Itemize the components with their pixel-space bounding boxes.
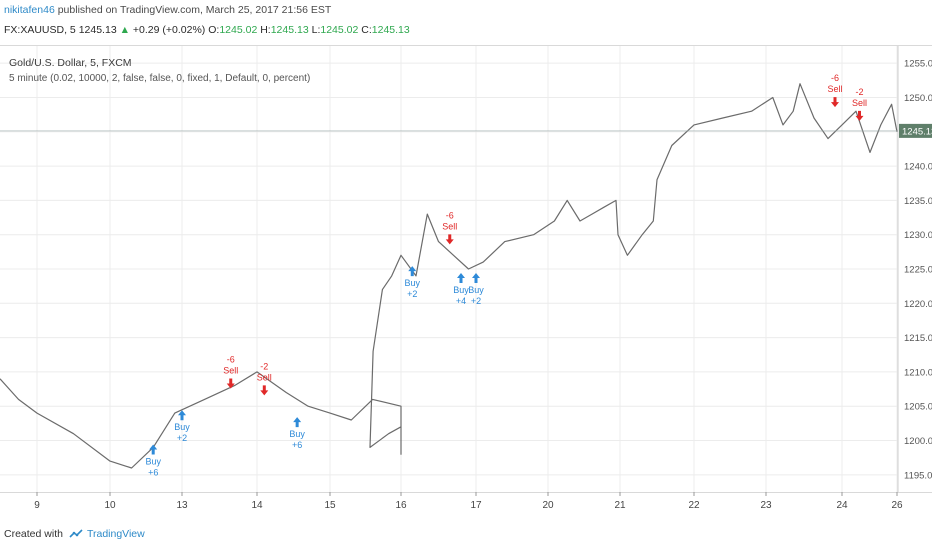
sell-qty: -2 [855,87,863,97]
buy-arrow-icon [457,273,465,283]
y-tick-label: 1215.00 [904,333,932,344]
x-tick-label: 9 [34,500,40,511]
price-series-line [0,83,898,469]
change-text: +0.29 (+0.02%) [132,24,206,36]
sell-signal: Sell-6 [223,355,238,389]
sell-label: Sell [852,98,867,108]
y-tick-label: 1200.00 [904,436,932,447]
buy-signal: Buy+6 [289,417,305,450]
sell-signal: Sell-6 [442,210,457,245]
open-label: O: [208,24,220,36]
buy-arrow-icon [293,417,302,428]
strategy-legend: 5 minute (0.02, 10000, 2, false, false, … [9,73,311,84]
buy-qty: +6 [148,468,158,478]
sell-signal: Sell-6 [827,73,843,108]
high-value: 1245.13 [270,24,309,36]
footer: Created with TradingView [4,528,145,540]
y-tick-label: 1250.00 [904,93,932,104]
low-label: L: [311,24,321,36]
buy-signal: Buy+2 [174,410,190,443]
x-tick-label: 23 [760,500,772,511]
author-link[interactable]: nikitafen46 [4,4,55,16]
x-tick-label: 24 [836,500,848,511]
x-tick-label: 17 [470,500,482,511]
close-value: 1245.13 [371,24,410,36]
buy-label: Buy [174,422,190,432]
last-price-tag [899,123,932,138]
buy-signal: Buy+6 [145,444,161,478]
y-tick-label: 1225.00 [904,265,932,276]
low-value: 1245.02 [320,24,359,36]
y-tick-label: 1235.00 [904,196,932,207]
sell-signal: Sell-2 [257,361,272,396]
symbol-info-bar: FX:XAUUSD, 5 1245.13 ▲ +0.29 (+0.02%) O:… [4,24,410,36]
buy-label: Buy [453,285,469,295]
sell-arrow-icon [445,234,454,245]
open-value: 1245.02 [219,24,258,36]
x-tick-label: 22 [688,500,700,511]
y-tick-label: 1220.00 [904,299,932,310]
sell-qty: -6 [446,210,454,220]
tradingview-logo-link[interactable]: TradingView [69,528,145,540]
buy-arrow-icon [408,266,417,277]
buy-arrow-icon [149,444,158,455]
sell-arrow-icon [226,378,235,389]
buy-signal: Buy+2 [404,266,421,299]
sell-signal: Sell-2 [852,87,867,121]
x-tick-label: 21 [614,500,626,511]
buy-qty: +4 [456,296,466,306]
x-tick-label: 10 [104,500,116,511]
buy-arrow-icon [178,410,186,421]
y-tick-label: 1205.00 [904,402,932,413]
sell-qty: -6 [227,355,235,365]
y-tick-label: 1230.00 [904,230,932,241]
sell-label: Sell [442,221,457,231]
y-tick-label: 1240.00 [904,162,932,173]
buy-signal: Buy+2 [468,273,484,306]
buy-label: Buy [468,285,484,295]
symbol-name: FX:XAUUSD, 5 [4,24,76,36]
buy-label: Buy [145,457,161,467]
last-price-label: 1245.13 [902,126,932,137]
tradingview-icon [69,529,83,538]
buy-arrow-icon [472,273,480,283]
high-label: H: [260,24,271,36]
y-tick-label: 1210.00 [904,367,932,378]
buy-label: Buy [289,429,305,439]
x-tick-label: 14 [251,500,263,511]
created-with-text: Created with [4,528,63,540]
chart-title: Gold/U.S. Dollar, 5, FXCM [9,57,132,69]
sell-arrow-icon [855,110,864,121]
sell-arrow-icon [831,97,839,108]
y-tick-label: 1255.00 [904,59,932,70]
chart-area[interactable] [0,45,932,493]
buy-label: Buy [404,278,420,288]
publish-info: nikitafen46 published on TradingView.com… [4,4,331,16]
x-tick-label: 15 [324,500,336,511]
x-tick-label: 13 [176,500,188,511]
y-tick-label: 1195.00 [904,470,932,481]
buy-qty: +2 [471,296,481,306]
x-tick-label: 26 [891,500,903,511]
buy-qty: +2 [407,289,417,299]
last-price-text: 1245.13 [78,24,117,36]
change-up-icon: ▲ [119,24,130,36]
tradingview-brand: TradingView [86,528,145,540]
sell-qty: -6 [831,73,839,83]
x-tick-label: 20 [542,500,554,511]
sell-label: Sell [827,84,842,94]
sell-label: Sell [223,366,238,376]
buy-qty: +2 [177,433,187,443]
sell-label: Sell [257,372,272,382]
published-text: published on TradingView.com, March 25, … [57,4,332,16]
buy-signal: Buy+4 [453,273,469,306]
sell-qty: -2 [260,361,268,371]
sell-arrow-icon [260,385,269,396]
x-tick-label: 16 [395,500,407,511]
buy-qty: +6 [292,440,302,450]
close-label: C: [361,24,372,36]
